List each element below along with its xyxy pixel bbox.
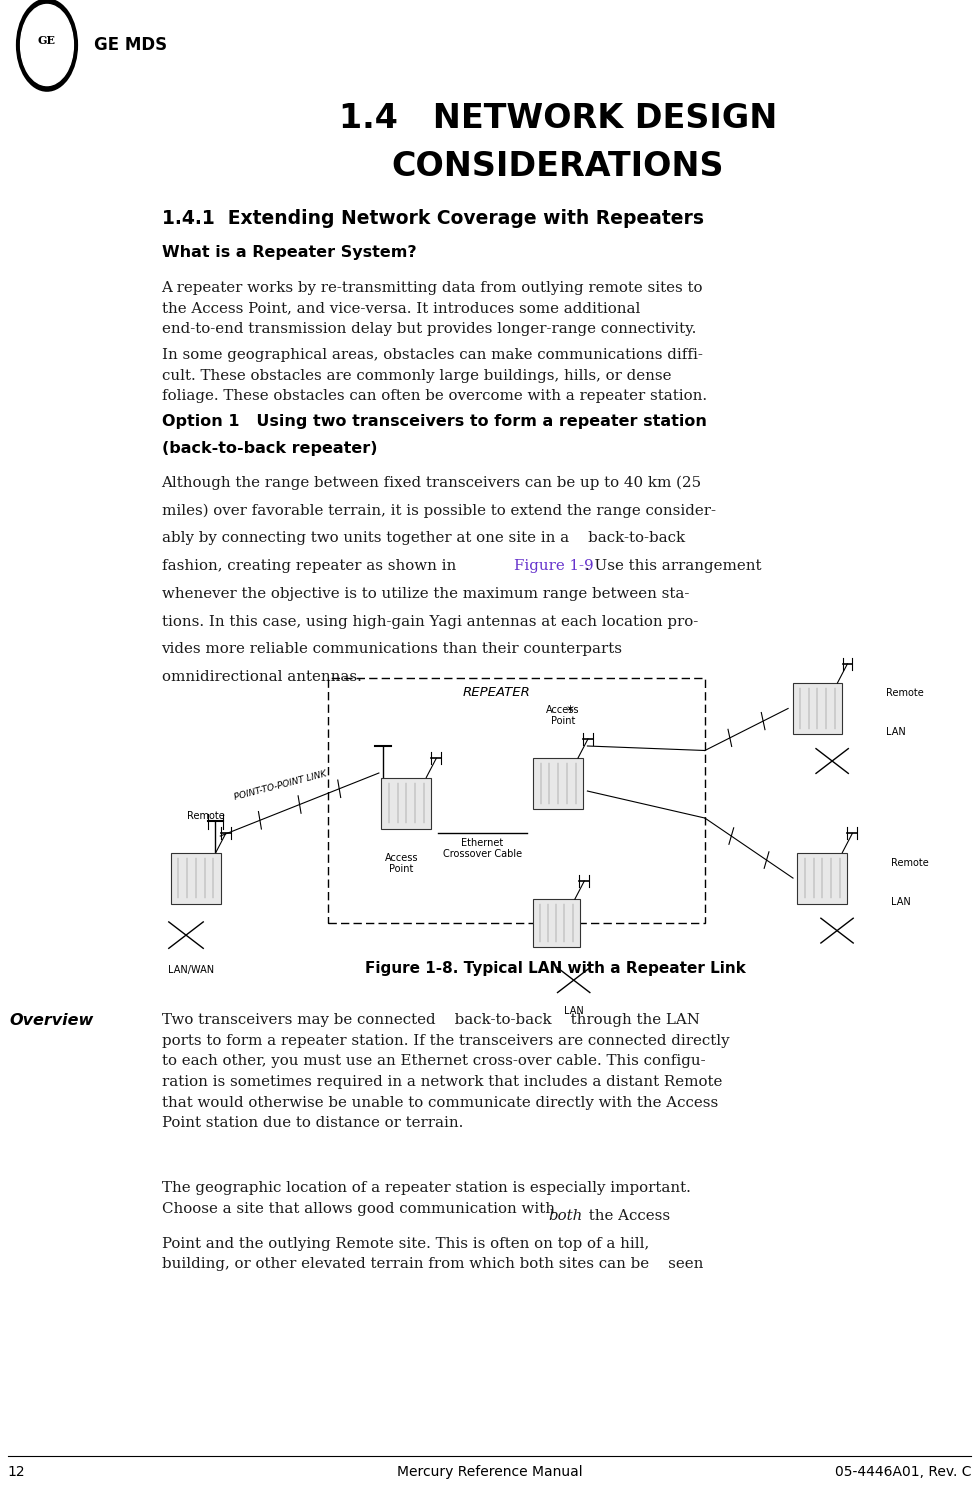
Text: Option 1   Using two transceivers to form a repeater station: Option 1 Using two transceivers to form …	[161, 414, 706, 429]
Text: Overview: Overview	[10, 1013, 94, 1028]
Text: Ethernet
Crossover Cable: Ethernet Crossover Cable	[442, 838, 521, 859]
Text: Point and the outlying Remote site. This is often on top of a hill,
building, or: Point and the outlying Remote site. This…	[161, 1237, 702, 1271]
Text: fashion, creating repeater as shown in: fashion, creating repeater as shown in	[161, 558, 460, 573]
Text: *: *	[565, 704, 573, 719]
Text: whenever the objective is to utilize the maximum range between sta-: whenever the objective is to utilize the…	[161, 587, 689, 600]
Bar	[170, 853, 220, 904]
Text: Access
Point: Access Point	[384, 853, 418, 874]
Text: both: both	[548, 1210, 582, 1223]
Text: A repeater works by re-transmitting data from outlying remote sites to
the Acces: A repeater works by re-transmitting data…	[161, 281, 702, 336]
Text: 1.4   NETWORK DESIGN: 1.4 NETWORK DESIGN	[338, 102, 777, 135]
Bar	[380, 778, 430, 829]
Text: In some geographical areas, obstacles can make communications diffi-
cult. These: In some geographical areas, obstacles ca…	[161, 348, 706, 404]
Bar	[328, 678, 704, 923]
Text: LAN: LAN	[885, 728, 905, 737]
Text: GE MDS: GE MDS	[94, 36, 167, 54]
Text: Remote: Remote	[885, 689, 923, 698]
Text: REPEATER: REPEATER	[463, 686, 530, 699]
Text: Two transceivers may be connected    back-to-back    through the LAN
ports to fo: Two transceivers may be connected back-t…	[161, 1013, 729, 1130]
Text: Although the range between fixed transceivers can be up to 40 km (25: Although the range between fixed transce…	[161, 476, 701, 491]
Text: 05-4446A01, Rev. C: 05-4446A01, Rev. C	[834, 1465, 970, 1478]
Text: Mercury Reference Manual: Mercury Reference Manual	[396, 1465, 582, 1478]
Text: The geographic location of a repeater station is especially important.
Choose a : The geographic location of a repeater st…	[161, 1181, 689, 1216]
Text: POINT-TO-POINT LINK: POINT-TO-POINT LINK	[234, 769, 328, 802]
Text: Figure 1-8. Typical LAN with a Repeater Link: Figure 1-8. Typical LAN with a Repeater …	[365, 961, 745, 976]
Text: vides more reliable communications than their counterparts: vides more reliable communications than …	[161, 642, 622, 656]
Text: 12: 12	[8, 1465, 25, 1478]
Text: LAN: LAN	[563, 1006, 583, 1016]
Bar	[791, 683, 841, 734]
Bar	[532, 758, 583, 809]
Text: Remote: Remote	[187, 811, 224, 821]
Text: (back-to-back repeater): (back-to-back repeater)	[161, 441, 377, 456]
Text: Access
Point: Access Point	[546, 705, 579, 726]
Text: GE: GE	[38, 35, 56, 47]
Text: LAN: LAN	[890, 898, 910, 907]
Text: Figure 1-9: Figure 1-9	[513, 558, 593, 573]
Text: omnidirectional antennas.: omnidirectional antennas.	[161, 669, 361, 684]
Text: CONSIDERATIONS: CONSIDERATIONS	[391, 150, 724, 183]
Text: LAN/WAN: LAN/WAN	[167, 965, 214, 976]
Text: the Access: the Access	[584, 1210, 670, 1223]
Text: Remote: Remote	[890, 859, 928, 868]
Text: What is a Repeater System?: What is a Repeater System?	[161, 245, 416, 260]
Text: tions. In this case, using high-gain Yagi antennas at each location pro-: tions. In this case, using high-gain Yag…	[161, 615, 697, 629]
Circle shape	[18, 0, 76, 90]
Circle shape	[21, 5, 73, 86]
Bar	[796, 853, 846, 904]
Text: . Use this arrangement: . Use this arrangement	[585, 558, 761, 573]
Bar	[532, 899, 579, 947]
Text: ably by connecting two units together at one site in a    back-to-back: ably by connecting two units together at…	[161, 531, 684, 545]
Text: 1.4.1  Extending Network Coverage with Repeaters: 1.4.1 Extending Network Coverage with Re…	[161, 209, 703, 228]
Text: miles) over favorable terrain, it is possible to extend the range consider-: miles) over favorable terrain, it is pos…	[161, 503, 715, 518]
Text: Remote: Remote	[537, 935, 574, 946]
